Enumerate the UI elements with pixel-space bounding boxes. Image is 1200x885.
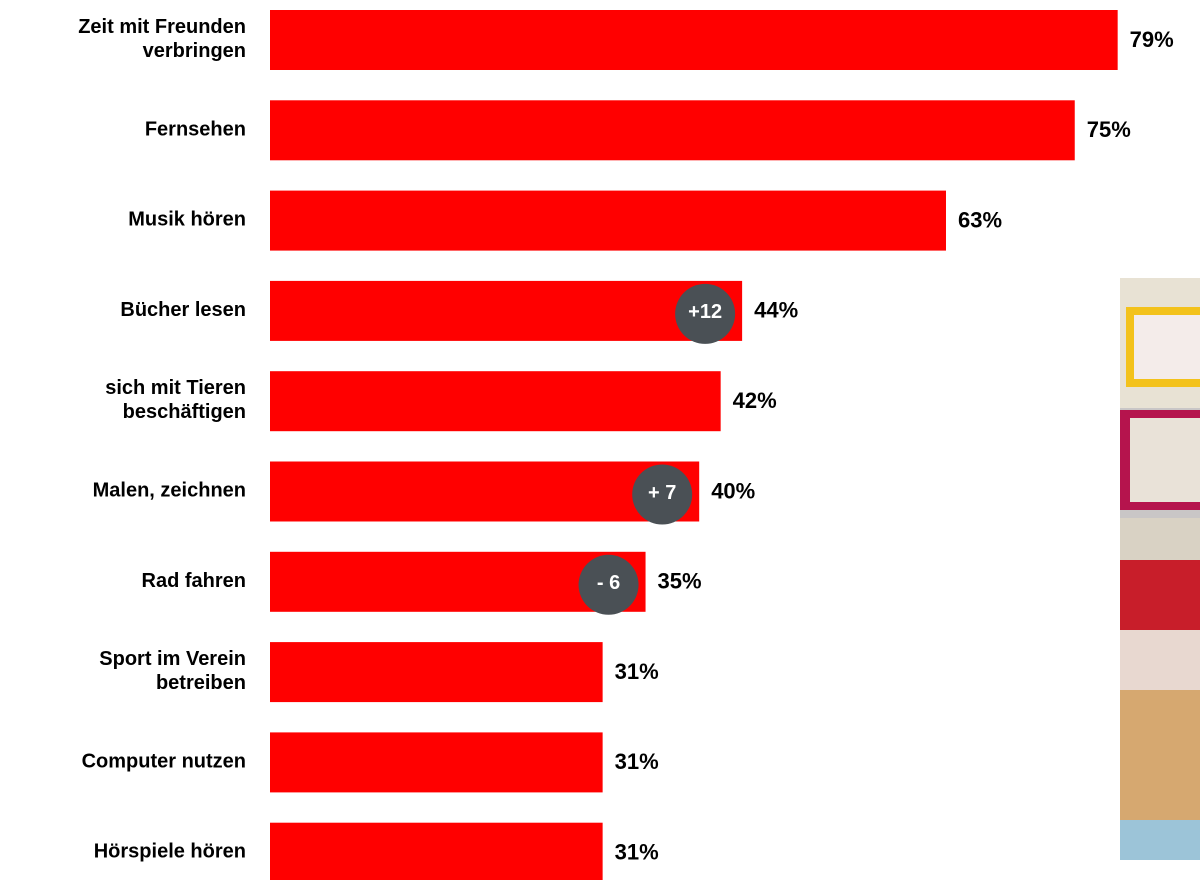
bar	[270, 642, 603, 703]
value-label: 31%	[615, 840, 659, 865]
value-label: 42%	[733, 388, 777, 413]
change-badge	[675, 283, 736, 344]
change-label: + 7	[648, 482, 676, 504]
category-label: Fernsehen	[145, 119, 246, 141]
category-label: Sport im Verein betreiben	[99, 648, 246, 694]
photo-shelf	[1120, 560, 1200, 630]
bar	[270, 190, 946, 251]
photo-drawing	[1134, 315, 1200, 379]
bar	[270, 732, 603, 793]
value-label: 35%	[658, 569, 702, 594]
category-label: Musik hören	[128, 209, 246, 231]
change-label: +12	[688, 301, 722, 323]
value-label: 75%	[1087, 117, 1131, 142]
bar	[270, 10, 1118, 70]
category-label: Computer nutzen	[82, 751, 246, 773]
photo	[1120, 278, 1200, 860]
photo-paper	[1120, 820, 1200, 860]
photo-cloth	[1120, 630, 1200, 690]
value-label: 79%	[1130, 27, 1174, 52]
value-label: 31%	[615, 659, 659, 684]
photo-drawing	[1130, 418, 1200, 502]
category-label: Rad fahren	[142, 570, 246, 592]
change-badge	[632, 464, 693, 525]
value-label: 44%	[754, 298, 798, 323]
category-label: Hörspiele hören	[94, 841, 246, 863]
bar	[270, 461, 700, 522]
change-label: - 6	[597, 572, 620, 594]
bar	[270, 100, 1075, 161]
category-label: sich mit Tieren beschäftigen	[105, 377, 246, 423]
bar	[270, 822, 603, 883]
category-label: Bücher lesen	[120, 299, 246, 321]
category-label: Malen, zeichnen	[93, 480, 246, 502]
photo-table	[1120, 690, 1200, 820]
value-label: 40%	[711, 478, 755, 503]
bar	[270, 371, 721, 432]
value-label: 63%	[958, 207, 1002, 232]
category-label: Zeit mit Freunden verbringen	[78, 16, 246, 62]
bar	[270, 280, 743, 341]
value-label: 31%	[615, 749, 659, 774]
change-badge	[578, 554, 639, 615]
